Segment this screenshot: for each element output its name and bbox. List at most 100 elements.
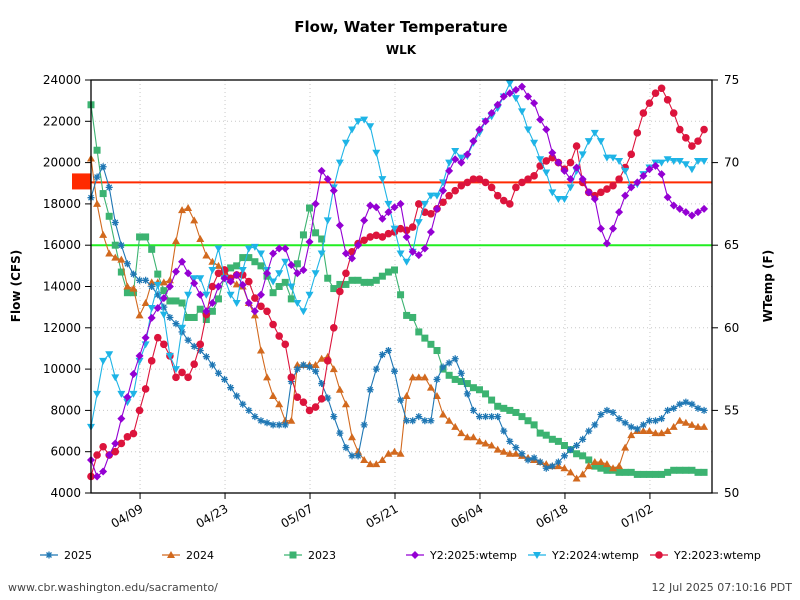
data-point xyxy=(530,454,538,462)
data-point xyxy=(414,251,423,260)
data-point xyxy=(457,377,465,385)
data-point xyxy=(548,148,557,157)
data-point xyxy=(657,170,666,179)
data-point xyxy=(688,400,696,408)
data-point xyxy=(171,267,180,276)
data-point xyxy=(208,266,217,274)
data-point xyxy=(457,181,466,190)
data-point xyxy=(554,458,562,466)
data-point xyxy=(105,249,114,257)
data-point xyxy=(318,235,326,243)
data-point xyxy=(129,429,138,438)
data-point xyxy=(445,159,454,167)
data-point xyxy=(342,280,350,288)
data-point xyxy=(245,277,253,286)
data-point xyxy=(694,422,702,430)
y2-axis-label: WTemp (F) xyxy=(761,250,775,322)
data-point xyxy=(670,404,678,412)
data-point xyxy=(281,340,290,349)
data-point xyxy=(457,158,466,167)
data-point xyxy=(178,206,187,214)
data-point xyxy=(232,300,241,308)
series-y2-2025-wtemp xyxy=(87,82,709,481)
data-point xyxy=(257,417,265,425)
data-point xyxy=(676,466,684,474)
chart-title: Flow, Water Temperature xyxy=(294,18,508,36)
data-point xyxy=(694,137,702,145)
threshold-marker xyxy=(72,173,91,190)
data-point xyxy=(475,175,484,183)
data-point xyxy=(402,391,411,399)
data-point xyxy=(687,166,696,174)
data-point xyxy=(409,417,417,425)
data-point xyxy=(293,393,302,401)
data-point xyxy=(251,294,259,302)
data-point xyxy=(651,161,660,170)
data-point xyxy=(232,270,241,279)
data-point xyxy=(287,373,296,382)
data-point xyxy=(499,447,508,455)
data-point xyxy=(505,80,514,88)
data-point xyxy=(445,371,453,379)
data-point xyxy=(475,386,483,394)
data-point xyxy=(372,276,380,284)
data-point xyxy=(675,204,684,213)
source-url[interactable]: www.cbr.washington.edu/sacramento/ xyxy=(8,581,218,594)
data-point xyxy=(615,415,623,423)
data-point xyxy=(524,92,533,101)
data-point xyxy=(669,422,678,430)
data-point xyxy=(658,470,666,478)
data-point xyxy=(366,233,375,241)
data-point xyxy=(318,380,326,388)
data-point xyxy=(554,158,563,167)
data-point xyxy=(585,427,593,435)
data-point xyxy=(190,279,199,288)
data-point xyxy=(687,420,696,428)
data-point xyxy=(482,413,490,421)
data-point xyxy=(366,278,374,286)
data-point xyxy=(681,161,690,169)
series-2023 xyxy=(87,101,708,478)
data-point xyxy=(148,245,156,253)
data-point xyxy=(184,336,192,344)
data-point xyxy=(372,231,381,240)
data-point xyxy=(415,328,423,336)
data-point xyxy=(645,427,654,435)
data-point xyxy=(633,425,641,433)
data-point xyxy=(281,278,289,286)
data-point xyxy=(566,158,575,167)
data-point xyxy=(426,227,435,236)
data-point xyxy=(609,408,617,416)
data-point xyxy=(652,417,660,425)
data-point xyxy=(675,416,684,424)
data-point xyxy=(621,419,629,427)
data-point xyxy=(214,261,223,269)
data-point xyxy=(536,115,545,124)
data-point xyxy=(518,450,526,458)
data-point xyxy=(420,373,429,381)
data-point xyxy=(147,357,156,365)
data-point xyxy=(415,413,423,421)
data-point xyxy=(366,201,375,210)
data-point xyxy=(536,458,544,466)
data-point xyxy=(190,275,199,283)
y-tick-label: 4000 xyxy=(50,486,81,500)
data-point xyxy=(663,156,672,164)
data-point xyxy=(172,297,180,305)
data-point xyxy=(159,311,168,319)
data-point xyxy=(360,278,368,286)
data-point xyxy=(269,278,278,286)
data-point xyxy=(190,216,199,224)
data-point xyxy=(324,274,332,282)
data-point xyxy=(402,258,411,266)
data-point xyxy=(602,460,611,468)
data-point xyxy=(500,427,508,435)
data-point xyxy=(682,466,690,474)
data-point xyxy=(451,422,460,430)
data-point xyxy=(141,299,150,307)
data-point xyxy=(633,470,641,478)
data-point xyxy=(341,139,350,147)
data-point xyxy=(621,191,630,200)
data-point xyxy=(160,340,168,349)
data-point xyxy=(585,456,593,464)
